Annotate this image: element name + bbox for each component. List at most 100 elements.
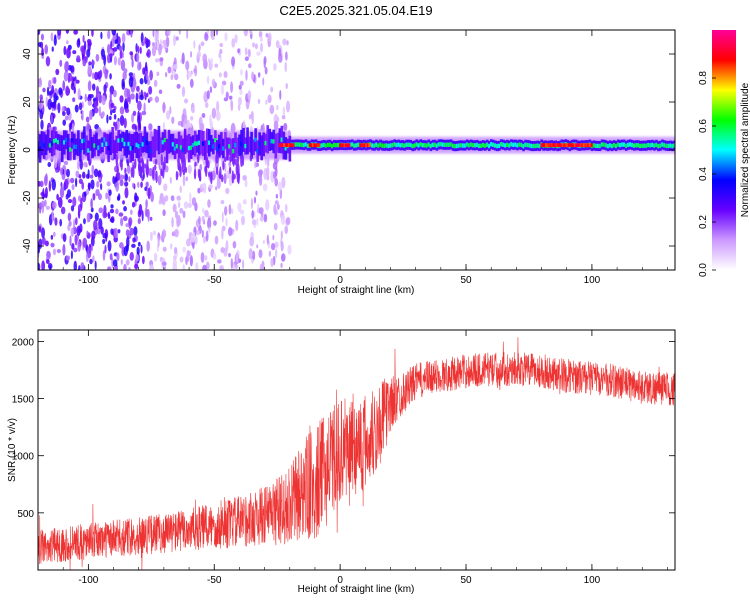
y-tick-label: 0 (22, 147, 33, 153)
spectrogram-band-cell (554, 143, 557, 148)
spectrogram-noise-cell (280, 253, 286, 262)
spectrogram-noise-cell (157, 235, 160, 248)
spectrogram-band-cell (508, 143, 511, 148)
spectrogram-noise-cell (247, 48, 251, 58)
spectrogram-noise-cell (134, 195, 139, 202)
spectrogram-noise-cell (284, 61, 287, 73)
spectrogram-noise-cell (109, 217, 114, 223)
spectrogram-noise-cell (239, 209, 245, 215)
spectrogram-noise-cell (77, 240, 81, 252)
spectrogram-noise-cell (148, 85, 153, 95)
spectrogram-noise-cell (80, 262, 85, 270)
spectrogram-noise-cell (196, 153, 200, 161)
spectrogram-noise-cell (119, 49, 123, 60)
spectrogram-band-cell (606, 143, 610, 149)
spectrogram-band-cell (214, 138, 217, 143)
spectrogram-band-cell (127, 141, 131, 147)
x-tick-label: -100 (78, 275, 98, 286)
spectrogram-noise-cell (187, 71, 192, 78)
spectrogram-heatmap (38, 30, 675, 270)
spectrogram-noise-cell (216, 100, 220, 113)
spectrogram-band-cell (575, 143, 578, 148)
spectrogram-band-cell (264, 140, 268, 146)
spectrogram-noise-cell (102, 249, 106, 261)
spectrogram-noise-cell (72, 196, 77, 207)
spectrogram-noise-cell (176, 215, 181, 227)
spectrogram-band-cell (294, 142, 298, 147)
x-tick-label: 100 (584, 575, 601, 586)
spectrogram-band-cell (175, 144, 179, 149)
spectrogram-noise-cell (207, 199, 211, 208)
spectrogram-noise-cell (258, 174, 263, 187)
spectrogram-noise-cell (62, 80, 66, 92)
colorbar: 0.0 0.2 0.4 0.6 0.8 Normalized spectral ampl… (698, 30, 750, 277)
spectrogram-noise-cell (220, 174, 224, 183)
spectrogram-noise-cell (140, 181, 143, 188)
spectrogram-panel: -100 -50 0 50 100 -40 -20 0 20 40 Height of stra… (7, 29, 676, 296)
spectrogram-noise-cell (132, 164, 135, 179)
y-tick-label: 1500 (12, 395, 35, 406)
spectrogram-noise-cell (131, 123, 137, 130)
spectrogram-noise-cell (128, 267, 131, 270)
spectrogram-noise-cell (221, 228, 224, 240)
spectrogram-band-cell (596, 143, 600, 149)
spectrogram-band-cell (289, 143, 292, 148)
spectrogram-noise-cell (113, 266, 118, 270)
spectrogram-band-cell (363, 143, 367, 148)
spectrogram-noise-cell (66, 40, 69, 45)
spectrogram-noise-cell (153, 79, 158, 88)
spectrogram-noise-cell (167, 30, 171, 36)
spectrogram-noise-cell (148, 123, 153, 131)
spectrogram-band-cell (50, 141, 54, 146)
spectrogram-band-cell (99, 138, 102, 154)
spectrogram-noise-cell (50, 242, 55, 248)
spectrogram-noise-cell (125, 243, 129, 252)
spectrogram-noise-cell (51, 84, 55, 94)
spectrogram-noise-cell (251, 258, 254, 264)
spectrogram-noise-cell (162, 39, 167, 45)
spectrogram-band-cell (105, 141, 108, 147)
spectrogram-band-cell (630, 142, 634, 148)
spectrogram-noise-cell (225, 240, 229, 252)
spectrogram-noise-cell (215, 30, 219, 36)
spectrogram-band-cell (355, 143, 358, 148)
spectrogram-noise-cell (164, 71, 168, 78)
spectrogram-band-cell (332, 142, 336, 148)
spectrogram-band-cell (226, 137, 229, 161)
spectrogram-band-cell (284, 143, 287, 148)
spectrogram-noise-cell (152, 230, 157, 236)
spectrogram-band-cell (655, 142, 658, 148)
spectrogram-y-label: Frequency (Hz) (7, 116, 18, 185)
spectrogram-noise-cell (265, 99, 268, 105)
spectrogram-noise-cell (75, 217, 78, 226)
y-tick-label: 40 (22, 48, 33, 60)
spectrogram-noise-cell (75, 170, 80, 178)
spectrogram-noise-cell (198, 216, 201, 225)
spectrogram-noise-cell (107, 30, 111, 40)
spectrogram-noise-cell (228, 175, 233, 187)
spectrogram-band-cell (113, 140, 116, 160)
spectrogram-noise-cell (180, 120, 184, 128)
spectrogram-band-cell (79, 148, 82, 153)
spectrogram-noise-cell (224, 156, 227, 163)
spectrogram-noise-cell (119, 106, 125, 115)
spectrogram-noise-cell (126, 164, 131, 174)
spectrogram-noise-cell (260, 36, 263, 42)
spectrogram-noise-cell (237, 171, 240, 181)
spectrogram-noise-cell (141, 41, 145, 46)
spectrogram-noise-cell (45, 259, 50, 265)
spectrogram-band-cell (298, 142, 302, 147)
spectrogram-band-cell (262, 132, 265, 157)
spectrogram-noise-cell (272, 234, 275, 241)
spectrogram-noise-cell (273, 63, 277, 71)
spectrogram-noise-cell (207, 58, 211, 63)
spectrogram-noise-cell (262, 77, 265, 86)
spectrogram-noise-cell (75, 79, 80, 84)
spectrogram-band-cell (389, 143, 392, 148)
spectrogram-band-cell (492, 142, 495, 147)
spectrogram-noise-cell (94, 212, 99, 222)
spectrogram-noise-cell (268, 250, 272, 257)
spectrogram-noise-cell (113, 89, 117, 98)
spectrogram-noise-cell (265, 199, 270, 211)
spectrogram-noise-cell (242, 199, 247, 205)
